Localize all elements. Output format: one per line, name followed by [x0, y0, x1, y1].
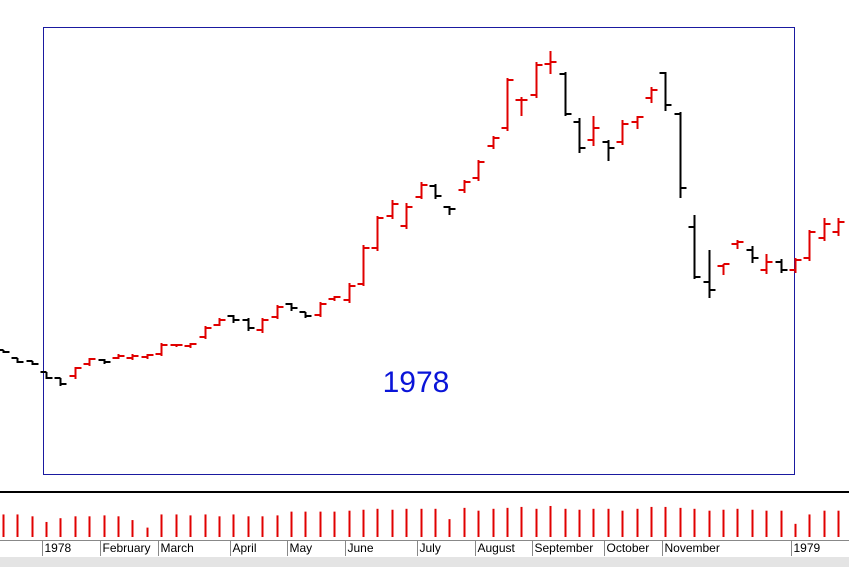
x-tick-label: February: [103, 541, 151, 555]
x-tick-label: July: [420, 541, 441, 555]
x-tick-label: April: [233, 541, 257, 555]
x-tick-label: March: [161, 541, 194, 555]
x-tick-label: August: [478, 541, 516, 555]
x-tick-label: 1979: [794, 541, 821, 555]
scrollbar: [0, 557, 849, 567]
x-tick-label: September: [535, 541, 594, 555]
x-tick-label: June: [348, 541, 374, 555]
x-tick-label: November: [665, 541, 720, 555]
x-tick-label: May: [290, 541, 313, 555]
year-annotation: 1978: [383, 366, 450, 399]
x-tick-label: 1978: [45, 541, 72, 555]
year-frame: [43, 27, 795, 475]
x-tick-label: October: [607, 541, 650, 555]
